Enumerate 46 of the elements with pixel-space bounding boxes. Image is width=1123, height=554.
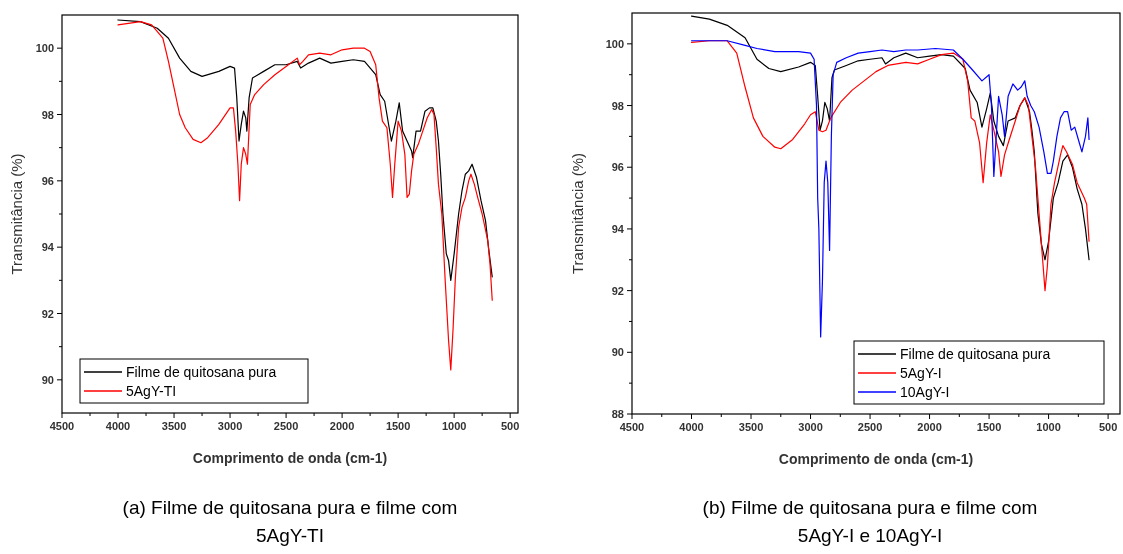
x-tick-label: 4000	[105, 420, 131, 432]
y-tick-label: 90	[41, 373, 54, 386]
x-tick-label: 2000	[917, 421, 942, 433]
legend-label: 5AgY-TI	[126, 383, 177, 399]
y-tick-label: 94	[41, 241, 55, 254]
y-axis-title: Transmitância (%)	[8, 153, 25, 275]
x-tick-label: 2500	[273, 420, 299, 432]
text: (a) Filme de quitosana pura e filme com 5AgY-TI	[122, 497, 458, 546]
x-tick-label: 3500	[738, 421, 764, 433]
x-tick-label: 500	[1098, 421, 1118, 433]
legend-label: Filme de quitosana pura	[126, 364, 277, 380]
x-tick-label: 2000	[329, 420, 355, 432]
y-tick-label: 88	[611, 408, 624, 420]
x-tick-label: 4500	[49, 420, 75, 432]
y-tick-label: 92	[611, 284, 624, 297]
y-tick-label: 94	[611, 222, 625, 235]
legend-label: Filme de quitosana pura	[900, 346, 1051, 362]
x-axis-title: Comprimento de onda (cm-1)	[778, 451, 974, 467]
legend-label: 10AgY-I	[900, 384, 950, 400]
legend-label: 5AgY-I	[900, 365, 942, 381]
y-axis-title: Transmitância (%)	[569, 152, 586, 275]
y-tick-label: 90	[611, 346, 624, 359]
y-tick-label: 92	[41, 307, 54, 320]
x-tick-label: 4500	[619, 421, 645, 433]
line-series	[690, 40, 1090, 292]
x-tick-label: 1500	[976, 421, 1002, 433]
line-series	[117, 19, 493, 281]
x-tick-label: 3000	[798, 421, 823, 433]
y-tick-label: 98	[41, 108, 54, 121]
text: (b) Filme de quitosana pura e filme com 5AgY-I e 10AgY-I	[702, 497, 1038, 546]
x-tick-label: 4000	[679, 421, 704, 433]
x-tick-label: 500	[500, 420, 520, 432]
x-tick-label: 1000	[441, 420, 467, 432]
x-tick-label: 3500	[161, 420, 187, 432]
y-tick-label: 96	[611, 161, 624, 174]
x-tick-label: 1500	[385, 420, 411, 432]
y-tick-label: 98	[611, 99, 624, 112]
line-series	[690, 15, 1090, 261]
x-tick-label: 2500	[857, 421, 883, 433]
x-axis-title: Comprimento de onda (cm-1)	[192, 450, 388, 466]
line-series	[690, 40, 1090, 338]
y-tick-label: 96	[41, 174, 54, 187]
x-tick-label: 3000	[217, 420, 243, 432]
x-tick-label: 1000	[1036, 421, 1061, 433]
y-tick-label: 100	[35, 42, 54, 55]
y-tick-label: 100	[605, 37, 624, 50]
